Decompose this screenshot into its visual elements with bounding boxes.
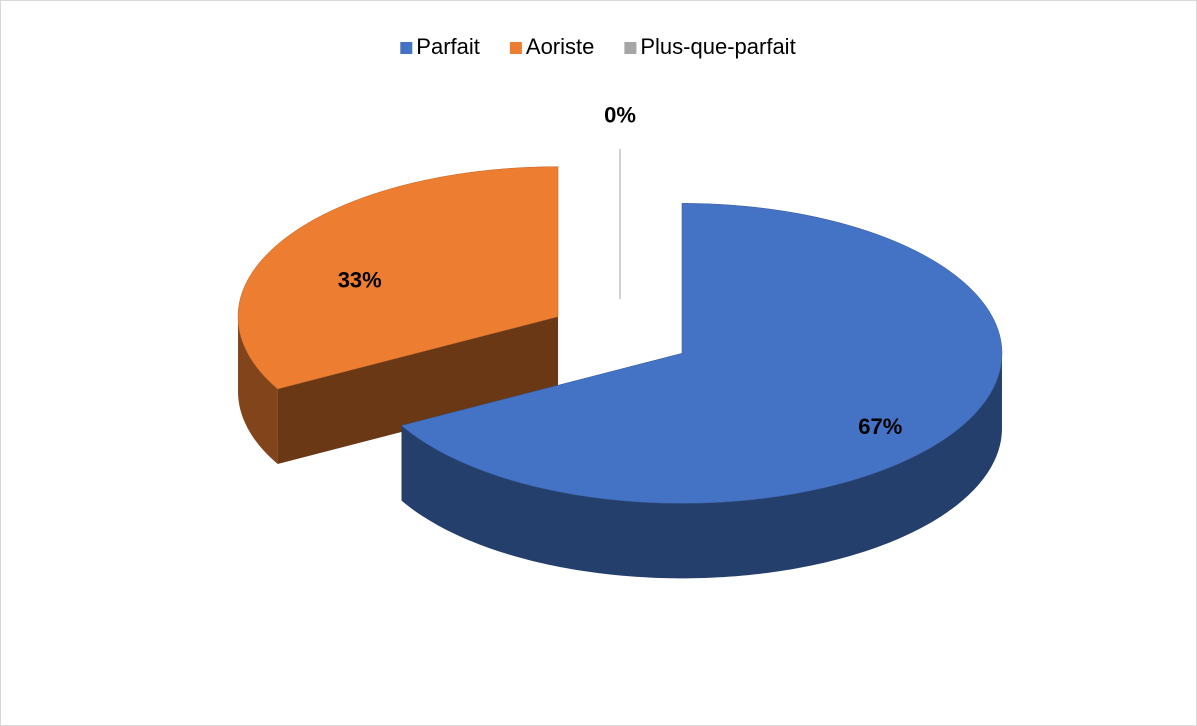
legend-item: Aoriste <box>509 34 594 59</box>
legend-label: Aoriste <box>526 34 594 59</box>
legend-item: Parfait <box>400 34 480 59</box>
legend-label: Parfait <box>416 34 480 59</box>
slice-side <box>401 354 1002 579</box>
legend-item: Plus-que-parfait <box>624 34 796 59</box>
slice-wall <box>277 316 559 464</box>
slice-top <box>237 166 559 390</box>
slice-top <box>401 203 1003 504</box>
data-label: 0% <box>604 102 636 127</box>
legend-swatch <box>624 42 637 54</box>
legend-swatch <box>400 42 413 54</box>
data-label: 67% <box>858 414 902 439</box>
legend-swatch <box>509 42 522 54</box>
data-label: 33% <box>338 268 382 293</box>
legend-label: Plus-que-parfait <box>640 34 795 59</box>
